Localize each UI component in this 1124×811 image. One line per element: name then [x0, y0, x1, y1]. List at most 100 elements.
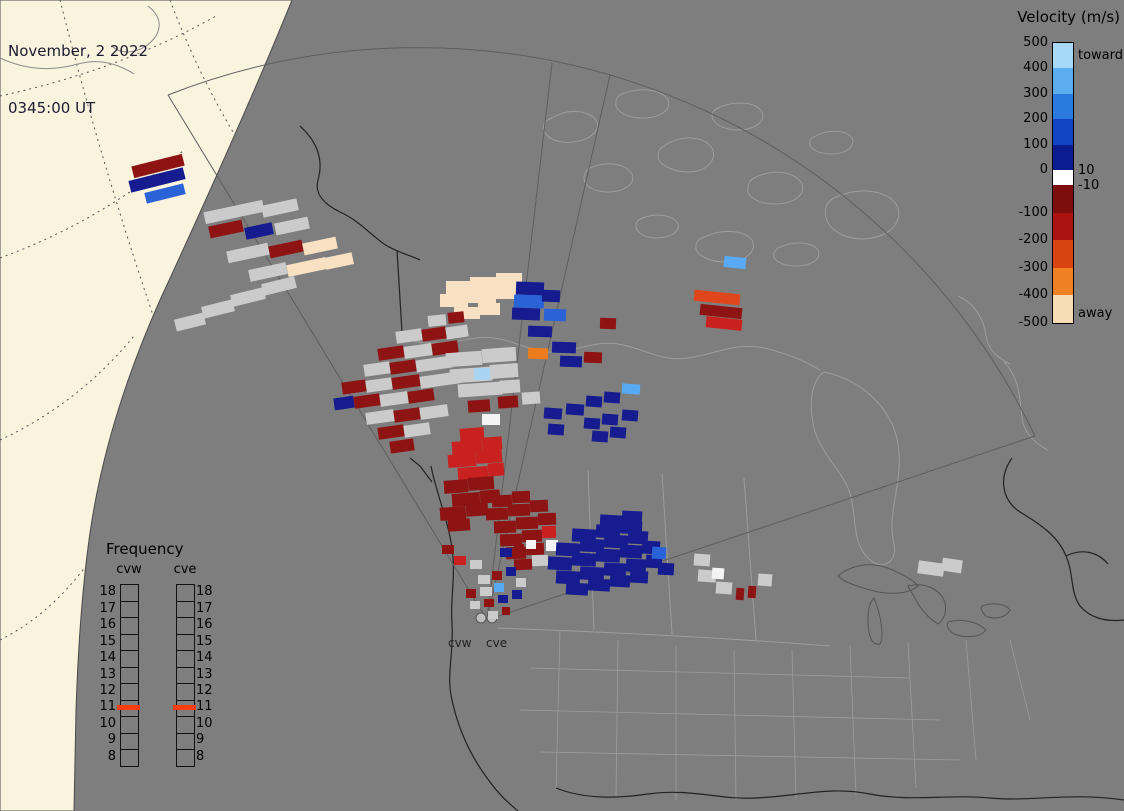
velocity-cell: [447, 518, 471, 532]
freq-ladder-cell: [177, 684, 194, 701]
velocity-cell: [502, 607, 510, 615]
velocity-cell: [515, 516, 539, 530]
velocity-cell: [365, 409, 395, 425]
velocity-cell: [144, 183, 186, 204]
velocity-cell: [705, 316, 743, 331]
freq-ladder-cell: [121, 684, 138, 701]
velocity-cell: [531, 554, 549, 567]
colorbar-segment-away: [1053, 185, 1073, 213]
velocity-cell: [723, 255, 747, 270]
velocity-cell: [391, 374, 421, 390]
velocity-cell: [497, 395, 519, 409]
freq-marker-cvw: [117, 705, 140, 711]
velocity-cell: [512, 590, 522, 599]
velocity-cell: [526, 540, 536, 549]
velocity-cell: [440, 294, 468, 307]
velocity-cell: [583, 351, 603, 364]
velocity-cell: [565, 403, 585, 416]
velocity-cell: [595, 548, 621, 563]
velocity-cell: [599, 317, 617, 330]
radar-site-label-cvw: cvw: [448, 636, 472, 650]
freq-ladder-cell: [177, 618, 194, 635]
velocity-cell: [481, 346, 517, 364]
velocity-cell: [492, 571, 502, 580]
coastlines-black: [299, 125, 1124, 811]
velocity-cell: [565, 582, 589, 596]
velocity-cell: [555, 570, 581, 585]
velocity-cell: [470, 277, 498, 290]
colorbar-segment-toward: [1053, 93, 1073, 120]
velocity-tick-label: 0: [1039, 162, 1048, 177]
velocity-cell: [583, 417, 601, 430]
velocity-cell: [484, 599, 494, 607]
freq-ladder-cell: [177, 750, 194, 766]
velocity-cell: [201, 299, 235, 319]
velocity-cell: [302, 236, 338, 256]
freq-tick-left: 15: [99, 633, 116, 649]
velocity-cell: [466, 589, 476, 598]
velocity-tick-label: -500: [1018, 315, 1048, 330]
velocity-cell: [917, 560, 945, 577]
velocity-cell: [735, 587, 745, 601]
velocity-cell: [547, 423, 565, 436]
velocity-cell: [226, 242, 270, 264]
freq-tick-right: 17: [196, 600, 213, 616]
velocity-cell: [529, 499, 549, 513]
frequency-legend-title: Frequency: [106, 540, 184, 558]
frequency-legend: Frequency cvw cve 18 18 17 17 16 16 15 15 14 14 13…: [90, 538, 240, 788]
velocity-cell: [395, 328, 423, 344]
velocity-colorbar: [1052, 42, 1074, 324]
time-label: 0345:00 UT: [8, 99, 96, 117]
velocity-cell: [499, 533, 523, 547]
velocity-cell: [601, 413, 619, 426]
freq-tick-right: 18: [196, 584, 213, 600]
freq-marker-cve: [173, 705, 196, 711]
colorbar-segment-toward: [1053, 68, 1073, 94]
freq-ladder-cell: [121, 602, 138, 619]
velocity-legend-title: Velocity (m/s): [1017, 8, 1120, 26]
velocity-cell: [427, 314, 447, 327]
velocity-cell: [693, 289, 741, 306]
frequency-column-cvw: cvw: [116, 562, 142, 577]
velocity-cell: [488, 611, 498, 619]
freq-tick-right: 13: [196, 666, 213, 682]
velocity-cell: [389, 438, 415, 454]
velocity-cell: [527, 325, 553, 338]
freq-ladder-cell: [177, 668, 194, 685]
velocity-cell: [543, 308, 567, 322]
velocity-cell: [454, 556, 466, 565]
velocity-cell: [551, 341, 577, 354]
velocity-cell: [341, 379, 367, 395]
velocity-cell: [442, 545, 454, 554]
freq-tick-right: 14: [196, 650, 213, 666]
velocity-cell: [547, 556, 573, 571]
freq-tick-left: 13: [99, 666, 116, 682]
velocity-cells-layer: [128, 153, 963, 619]
velocity-cell: [521, 529, 543, 543]
velocity-cell: [421, 326, 447, 342]
velocity-cell: [128, 167, 186, 193]
velocity-cell: [173, 312, 207, 332]
velocity-cell: [480, 587, 492, 596]
velocity-cell: [470, 560, 482, 569]
freq-tick-left: 14: [99, 650, 116, 666]
velocity-cell: [478, 303, 500, 315]
velocity-cell: [609, 426, 627, 439]
velocity-tick-label: -400: [1018, 287, 1048, 303]
velocity-legend: Velocity (m/s) 500 400 300 200 100 0 -100 -200 -…: [1000, 0, 1124, 345]
freq-ladder-cell: [121, 750, 138, 766]
velocity-tick-label: 400: [1023, 60, 1048, 76]
velocity-cell: [537, 512, 557, 526]
velocity-cell: [514, 544, 524, 553]
velocity-cell: [657, 562, 675, 576]
velocity-cell: [274, 216, 310, 236]
velocity-cell: [715, 581, 733, 595]
date-label: November, 2 2022: [8, 42, 149, 60]
freq-ladder-cell: [121, 734, 138, 751]
velocity-cell: [625, 558, 647, 573]
velocity-cell: [467, 476, 495, 491]
velocity-cell: [546, 540, 558, 551]
velocity-cell: [379, 391, 409, 407]
freq-ladder-cell: [121, 635, 138, 652]
